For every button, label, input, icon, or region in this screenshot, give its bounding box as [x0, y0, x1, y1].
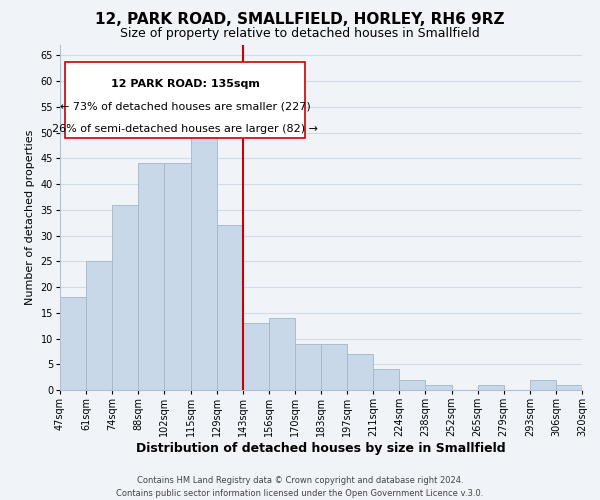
Bar: [243, 323, 269, 390]
Bar: [112, 204, 139, 390]
Bar: [164, 164, 191, 390]
Bar: [425, 385, 452, 390]
X-axis label: Distribution of detached houses by size in Smallfield: Distribution of detached houses by size …: [136, 442, 506, 455]
Bar: [191, 128, 217, 390]
Bar: [217, 225, 243, 390]
Text: 12 PARK ROAD: 135sqm: 12 PARK ROAD: 135sqm: [111, 78, 260, 88]
Bar: [373, 370, 400, 390]
Bar: [400, 380, 425, 390]
Bar: [347, 354, 373, 390]
Text: 12, PARK ROAD, SMALLFIELD, HORLEY, RH6 9RZ: 12, PARK ROAD, SMALLFIELD, HORLEY, RH6 9…: [95, 12, 505, 28]
Y-axis label: Number of detached properties: Number of detached properties: [25, 130, 35, 305]
Bar: [295, 344, 321, 390]
Bar: [321, 344, 347, 390]
FancyBboxPatch shape: [65, 62, 305, 138]
Text: 26% of semi-detached houses are larger (82) →: 26% of semi-detached houses are larger (…: [52, 124, 318, 134]
Bar: [556, 385, 582, 390]
Text: Size of property relative to detached houses in Smallfield: Size of property relative to detached ho…: [120, 28, 480, 40]
Bar: [60, 298, 86, 390]
Bar: [139, 164, 164, 390]
Bar: [269, 318, 295, 390]
Bar: [478, 385, 504, 390]
Text: Contains HM Land Registry data © Crown copyright and database right 2024.
Contai: Contains HM Land Registry data © Crown c…: [116, 476, 484, 498]
Bar: [530, 380, 556, 390]
Bar: [86, 262, 112, 390]
Text: ← 73% of detached houses are smaller (227): ← 73% of detached houses are smaller (22…: [60, 102, 311, 112]
